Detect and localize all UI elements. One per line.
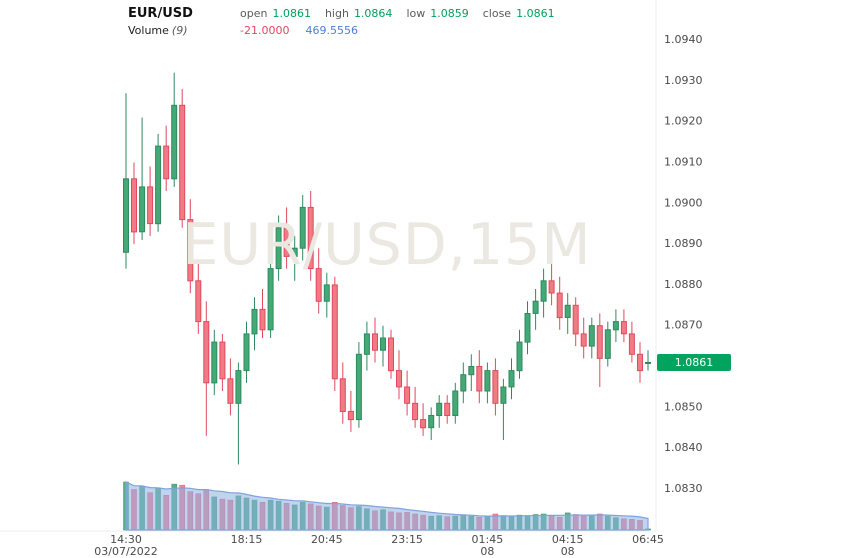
price-axis-label: 1.0890 (664, 237, 703, 250)
open-value: 1.0861 (272, 7, 311, 20)
time-axis-label: 14:30 (110, 533, 142, 546)
price-axis-label: 1.0910 (664, 156, 703, 169)
symbol-title: EUR/USD (128, 6, 193, 21)
price-axis-label: 1.0830 (664, 482, 703, 495)
candlestick-series (123, 72, 651, 465)
time-axis-label: 06:45 (632, 533, 664, 546)
time-axis-sublabel: 08 (480, 545, 494, 558)
close-label: close (482, 7, 512, 20)
price-axis-label: 1.0850 (664, 400, 703, 413)
time-axis-label: 04:15 (552, 533, 584, 546)
price-axis-label: 1.0920 (664, 115, 703, 128)
open-label: open (240, 7, 268, 20)
price-axis-label: 1.0870 (664, 319, 703, 332)
volume-ma-area (125, 481, 649, 531)
chart-legend: EUR/USD open 1.0861 high 1.0864 low 1.0859 … (128, 2, 569, 37)
time-axis-sublabel: 08 (561, 545, 575, 558)
price-axis-label: 1.0900 (664, 196, 703, 209)
ohlc-row: EUR/USD open 1.0861 high 1.0864 low 1.0859 … (128, 2, 569, 21)
high-value: 1.0864 (353, 7, 393, 20)
time-axis-label: 20:45 (311, 533, 343, 546)
high-label: high (324, 7, 349, 20)
current-price-tag: 1.0861 (657, 354, 731, 371)
time-axis-label: 18:15 (231, 533, 263, 546)
price-axis-label: 1.0930 (664, 74, 703, 87)
volume-ma-value: 469.5556 (305, 24, 358, 37)
time-axis-sublabel: 03/07/2022 (94, 545, 157, 558)
close-value: 1.0861 (516, 7, 555, 20)
price-axis-labels: 1.0940 1.0930 1.0920 1.0910 1.0900 1.0890 1.08… (664, 33, 703, 495)
time-axis-label: 01:45 (472, 533, 504, 546)
volume-indicator-row: Volume (9) -21.0000 469.5556 (128, 24, 569, 37)
time-axis-label: 23:15 (391, 533, 423, 546)
volume-period: (9) (171, 24, 188, 37)
volume-value: -21.0000 (240, 24, 290, 37)
price-axis-label: 1.0880 (664, 278, 703, 291)
volume-indicator-label: Volume (128, 24, 169, 37)
low-value: 1.0859 (430, 7, 469, 20)
low-label: low (406, 7, 426, 20)
price-axis-label: 1.0940 (664, 33, 703, 46)
price-axis-label: 1.0840 (664, 441, 703, 454)
